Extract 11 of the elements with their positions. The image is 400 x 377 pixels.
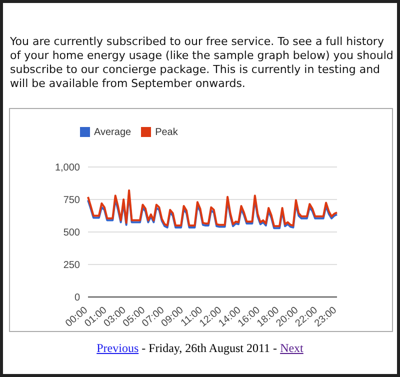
legend-label: Peak <box>155 127 178 138</box>
y-tick-label: 250 <box>63 260 80 272</box>
y-tick-label: 1,000 <box>54 162 80 174</box>
text: Previous <box>96 341 139 355</box>
legend-label: Average <box>94 127 132 138</box>
y-tick-label: 500 <box>63 228 80 239</box>
text: You are currently subscribed to our free service. To see a full history of your home energy usage (like the sample graph below) you should subscribe to our concierge package. This is currently in testing and will be available from September onwards. <box>10 35 394 91</box>
text: Next <box>280 341 304 355</box>
text: - Friday, 26th August 2011 - <box>140 341 278 355</box>
y-tick-label: 750 <box>63 195 80 206</box>
y-tick-label: 0 <box>74 292 80 304</box>
